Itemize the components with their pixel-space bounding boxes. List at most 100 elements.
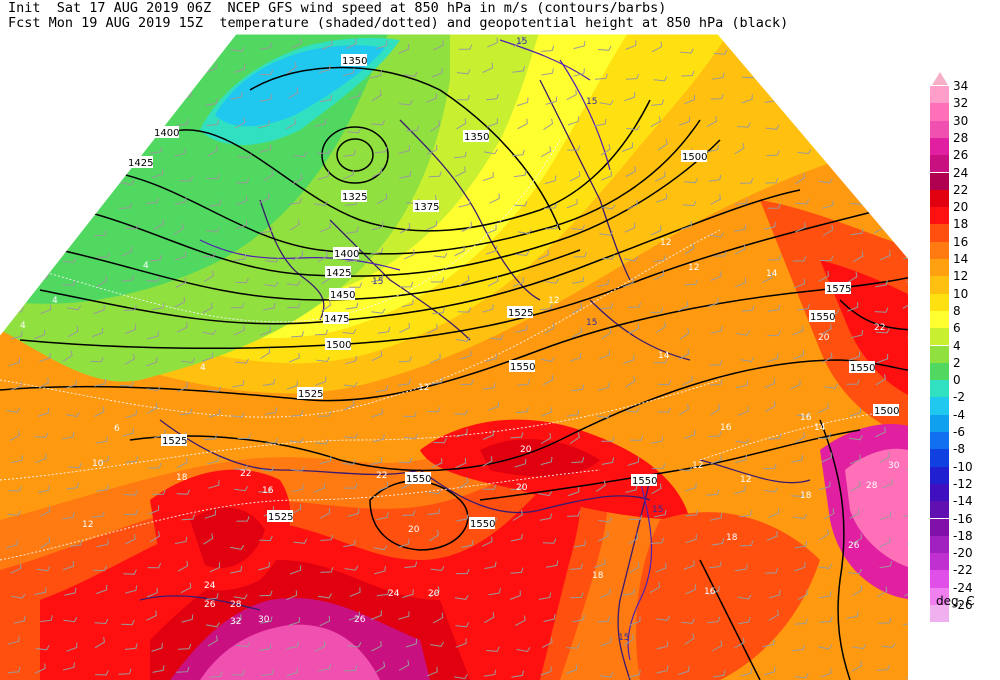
wind-barb xyxy=(37,407,50,417)
svg-text:1400: 1400 xyxy=(154,128,179,139)
wind-barb xyxy=(176,666,190,673)
temp-label: 30 xyxy=(258,615,270,625)
wind-barb xyxy=(903,617,908,626)
height-label: 1500 xyxy=(681,150,707,163)
legend-swatch xyxy=(930,518,949,536)
legend-label: 0 xyxy=(953,373,961,388)
wind-barb xyxy=(203,533,214,545)
wind-barb xyxy=(656,615,671,621)
wind-barb xyxy=(260,226,273,234)
wind-barb xyxy=(453,151,467,159)
wind-barb xyxy=(148,462,162,469)
header-init-line: Init Sat 17 AUG 2019 06Z NCEP GFS wind s… xyxy=(8,0,667,16)
legend-entry: 8 xyxy=(928,305,1000,329)
wind-barb xyxy=(40,117,52,128)
wind-barb xyxy=(598,531,609,542)
wind-barb xyxy=(877,120,888,132)
temp-label: 20 xyxy=(818,333,830,343)
wind-barb xyxy=(515,406,529,414)
wind-barb xyxy=(880,150,894,156)
wind-barb xyxy=(232,380,245,388)
legend-swatch xyxy=(930,483,949,502)
wind-barb xyxy=(260,616,273,624)
wind-barb xyxy=(90,357,104,363)
wind-barb xyxy=(202,329,217,335)
wind-barb xyxy=(11,89,22,100)
wind-barb xyxy=(461,221,473,232)
wind-barb xyxy=(594,558,606,568)
wind-barb xyxy=(740,668,753,677)
wind-barb xyxy=(682,200,697,207)
legend-swatch xyxy=(930,414,949,432)
wind-barb xyxy=(594,118,607,127)
wind-barb xyxy=(204,434,218,441)
wind-barb xyxy=(177,560,189,572)
wind-barb xyxy=(432,307,445,315)
wind-barb xyxy=(629,435,644,441)
wind-barb xyxy=(207,635,218,647)
wind-barb xyxy=(204,270,215,283)
legend-entry: -10 xyxy=(928,461,1000,484)
wind-barb xyxy=(794,562,806,572)
wind-barb xyxy=(173,148,186,157)
wind-barb xyxy=(93,406,105,418)
wind-barb xyxy=(650,307,664,313)
wind-barb xyxy=(515,324,528,333)
wind-barb xyxy=(739,510,752,518)
wind-barb xyxy=(657,139,668,151)
wind-barb xyxy=(372,434,385,443)
wind-barb xyxy=(235,219,247,230)
wind-barb xyxy=(6,407,21,413)
wind-barb xyxy=(259,535,273,542)
wind-barb xyxy=(399,222,411,234)
wind-barb xyxy=(710,194,721,205)
wind-barb xyxy=(286,280,301,286)
wind-barb xyxy=(176,118,189,127)
wind-barb xyxy=(902,508,908,518)
wind-barb xyxy=(657,379,672,386)
wind-barb xyxy=(402,589,414,598)
legend-entry: -6 xyxy=(928,426,1000,450)
temp-label: 4 xyxy=(200,363,206,373)
legend-swatch xyxy=(930,137,949,156)
legend-swatch xyxy=(930,86,949,104)
wind-barb xyxy=(287,303,301,309)
temperature-legend: 34 32 30 28 26 24 22 20 18 16 14 12 10 8 6 4 2 0 -2 -4 -6 -8-… xyxy=(928,72,1000,646)
wind-barb xyxy=(149,146,163,154)
wind-barb xyxy=(37,485,50,494)
wind-barb xyxy=(62,257,77,263)
wind-barb xyxy=(258,643,272,651)
wind-barb xyxy=(545,278,560,284)
wind-barb xyxy=(485,224,497,235)
legend-swatch xyxy=(930,293,949,311)
wind-barb xyxy=(291,38,302,49)
wind-barb xyxy=(181,614,194,623)
wind-barb xyxy=(404,561,418,569)
wind-barb xyxy=(259,590,273,597)
wind-barb xyxy=(433,437,447,444)
wind-barb xyxy=(741,305,755,312)
wind-barb xyxy=(426,220,437,231)
wind-barb xyxy=(149,531,160,543)
wind-barb xyxy=(233,64,246,73)
wind-barb xyxy=(69,539,83,547)
wind-barb xyxy=(122,117,133,129)
svg-text:1550: 1550 xyxy=(406,474,431,485)
wind-barb xyxy=(91,511,105,518)
wind-barb xyxy=(707,297,719,308)
wind-barb xyxy=(124,534,136,545)
wind-barb xyxy=(176,322,188,333)
wind-barb xyxy=(230,46,245,52)
wind-barb xyxy=(794,673,809,679)
legend-swatch xyxy=(930,224,949,242)
wind-barb xyxy=(849,454,861,465)
legend-swatch xyxy=(930,605,949,623)
wind-barb xyxy=(706,116,718,128)
wind-barb xyxy=(369,70,382,79)
wind-barb xyxy=(794,541,808,549)
wind-barb xyxy=(852,585,863,597)
wind-barb xyxy=(399,170,412,179)
wind-barb xyxy=(818,178,833,184)
wind-barb xyxy=(237,433,251,440)
wind-barb xyxy=(712,640,723,652)
